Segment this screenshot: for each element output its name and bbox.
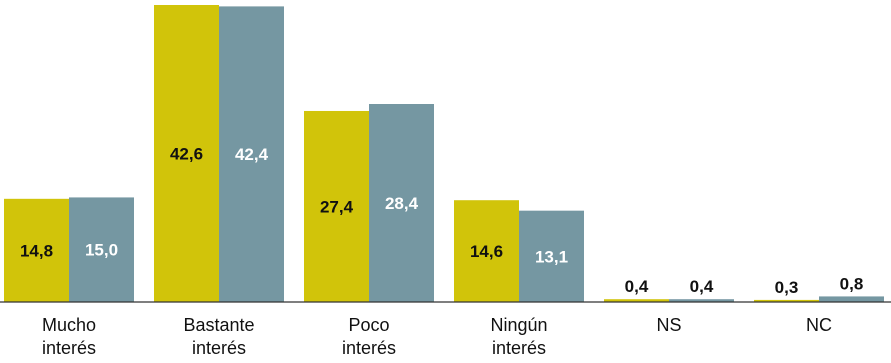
value-label-s1-5: 0,4 [625, 277, 649, 296]
bar-s2-2 [219, 6, 284, 302]
category-label-4-line-1: Ningún [490, 315, 547, 335]
value-label-s2-6: 0,8 [840, 274, 864, 293]
category-label-2-line-1: Bastante [183, 315, 254, 335]
category-label-3-line-2: interés [342, 338, 396, 358]
value-label-s1-4: 14,6 [470, 242, 503, 261]
bar-s1-2 [154, 5, 219, 302]
bar-s1-1 [4, 198, 69, 302]
category-label-1-line-1: Mucho [42, 315, 96, 335]
value-label-s1-2: 42,6 [170, 145, 203, 164]
value-label-s1-1: 14,8 [20, 241, 53, 260]
category-label-6-line-1: NC [806, 315, 832, 335]
value-label-s2-2: 42,4 [235, 145, 269, 164]
value-label-s2-5: 0,4 [690, 277, 714, 296]
bar-s1-4 [454, 200, 519, 302]
bar-s2-5 [669, 299, 734, 302]
bar-s1-6 [754, 299, 819, 302]
bar-s2-4 [519, 210, 584, 302]
category-label-5-line-1: NS [656, 315, 681, 335]
bar-s2-3 [369, 104, 434, 302]
value-label-s1-6: 0,3 [775, 278, 799, 297]
category-label-4-line-2: interés [492, 338, 546, 358]
bar-s1-3 [304, 110, 369, 302]
bar-s2-1 [69, 197, 134, 302]
category-label-2-line-2: interés [192, 338, 246, 358]
category-label-1-line-2: interés [42, 338, 96, 358]
value-label-s2-1: 15,0 [85, 241, 118, 260]
category-labels: Mucho interés Bastante interés Poco interés Ni… [42, 315, 832, 358]
value-label-s2-3: 28,4 [385, 194, 419, 213]
category-label-3-line-1: Poco [348, 315, 389, 335]
bar-s1-5 [604, 299, 669, 302]
bar-s2-6 [819, 296, 884, 302]
value-label-s1-3: 27,4 [320, 197, 354, 216]
value-label-s2-4: 13,1 [535, 247, 568, 266]
bars-layer: 14,8 15,0 42,6 42,4 27,4 28,4 14,6 13,1 0,4 0,4 0,… [4, 5, 884, 302]
